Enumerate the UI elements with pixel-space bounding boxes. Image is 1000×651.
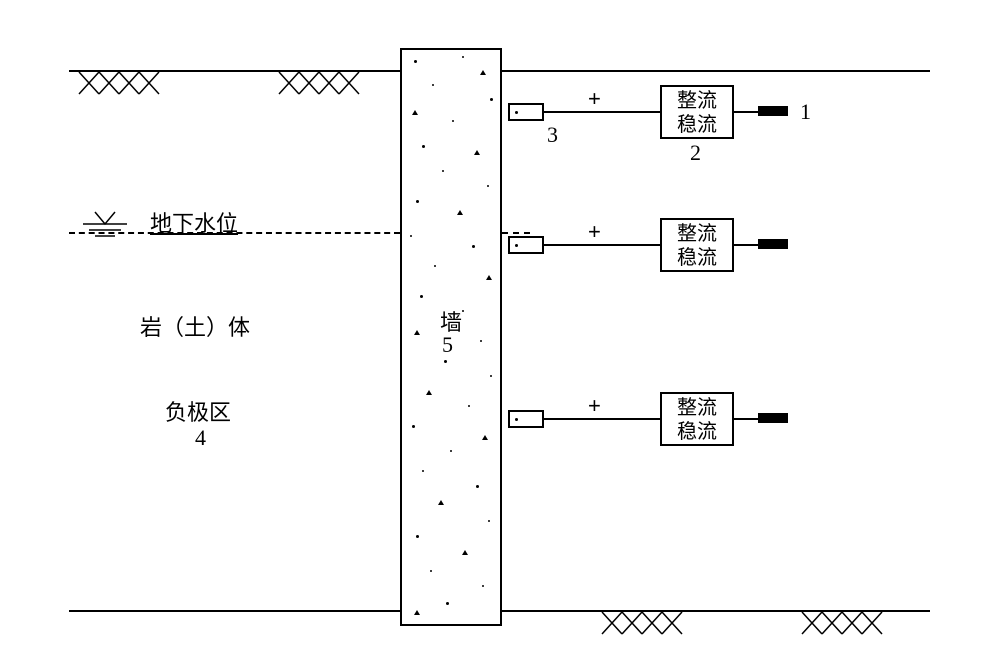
wire-anode-2: [544, 244, 660, 246]
ground-bottom-left: [69, 610, 400, 612]
wall-label-num: 5: [442, 332, 453, 358]
plus-3: +: [588, 393, 601, 419]
anode-num-3: 3: [547, 122, 558, 148]
wire-out-2: [734, 244, 758, 246]
water-table-label: 地下水位: [150, 206, 238, 238]
rectifier-line1: 整流: [662, 222, 732, 246]
rectifier-box-1: 整流 稳流: [660, 85, 734, 139]
terminal-2: [758, 239, 788, 249]
hatch-bottom-right: [502, 612, 930, 642]
water-symbol-icon: [75, 210, 135, 244]
plus-1: +: [588, 86, 601, 112]
plus-2: +: [588, 219, 601, 245]
wire-anode-1: [544, 111, 660, 113]
rectifier-num-2: 2: [690, 140, 701, 166]
rectifier-line1: 整流: [662, 89, 732, 113]
diagram-canvas: 地下水位 岩（土）体 负极区 4 墙 5 + 整流 稳流 3 2 1 + 整流 …: [0, 0, 1000, 651]
terminal-num-1: 1: [800, 99, 811, 125]
anode-3: [508, 410, 544, 428]
anode-1: [508, 103, 544, 121]
rectifier-line2: 稳流: [662, 420, 732, 444]
negative-zone-label: 负极区: [165, 395, 231, 427]
rectifier-line2: 稳流: [662, 246, 732, 270]
wire-out-3: [734, 418, 758, 420]
negative-zone-num: 4: [195, 425, 206, 451]
rock-soil-label: 岩（土）体: [140, 310, 250, 342]
wire-out-1: [734, 111, 758, 113]
water-table-right: [502, 232, 530, 234]
rectifier-line1: 整流: [662, 396, 732, 420]
rectifier-box-3: 整流 稳流: [660, 392, 734, 446]
rectifier-box-2: 整流 稳流: [660, 218, 734, 272]
terminal-1: [758, 106, 788, 116]
terminal-3: [758, 413, 788, 423]
anode-2: [508, 236, 544, 254]
ground-top-right: [502, 70, 930, 72]
rectifier-line2: 稳流: [662, 113, 732, 137]
wire-anode-3: [544, 418, 660, 420]
hatch-top-left: [69, 72, 400, 102]
